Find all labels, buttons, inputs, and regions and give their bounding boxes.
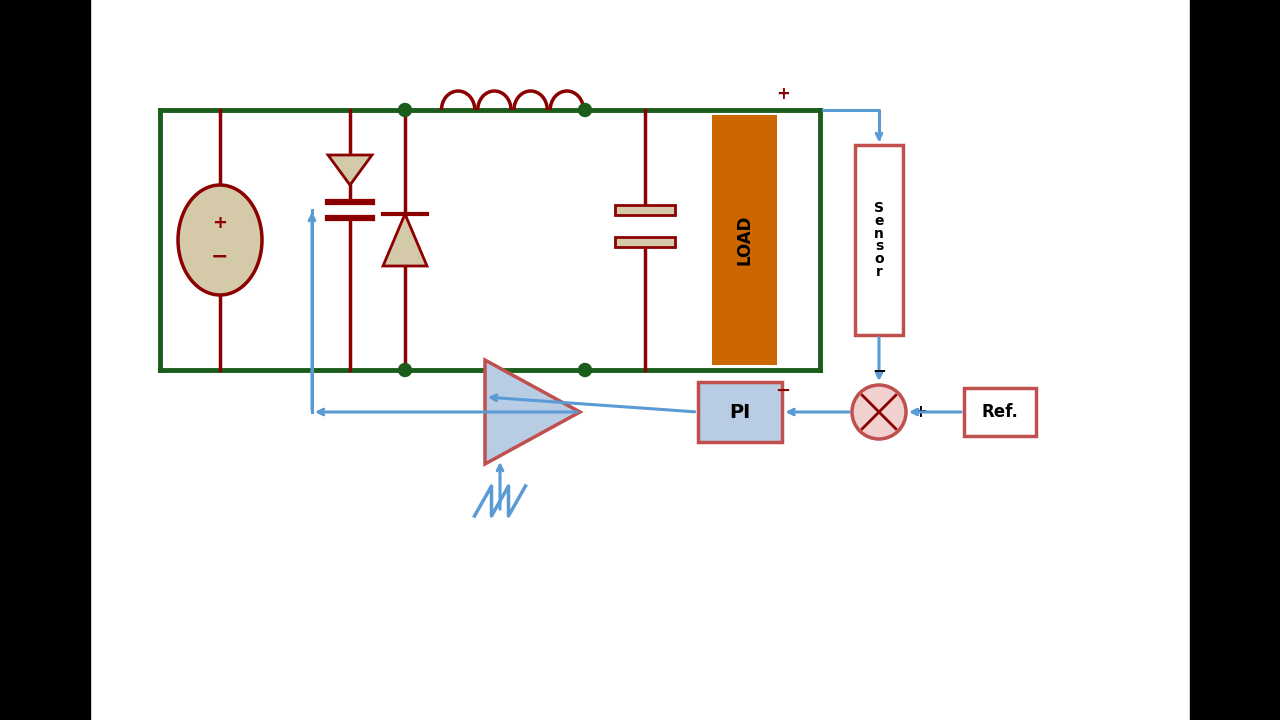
- Circle shape: [398, 364, 411, 377]
- Polygon shape: [383, 214, 428, 266]
- Text: +: +: [913, 403, 927, 421]
- Text: −: −: [776, 382, 791, 400]
- Text: +: +: [776, 85, 790, 103]
- Text: −: −: [211, 247, 229, 267]
- Bar: [614, 205, 675, 215]
- Bar: [713, 115, 777, 365]
- FancyBboxPatch shape: [964, 388, 1036, 436]
- FancyBboxPatch shape: [855, 145, 902, 335]
- Circle shape: [579, 104, 591, 117]
- Bar: [1190, 0, 1280, 720]
- Bar: [0, 0, 90, 720]
- Ellipse shape: [178, 185, 262, 295]
- Circle shape: [852, 385, 906, 439]
- Bar: [614, 237, 675, 247]
- Text: PI: PI: [730, 402, 750, 421]
- FancyBboxPatch shape: [698, 382, 782, 442]
- Text: Ref.: Ref.: [982, 403, 1019, 421]
- Text: +: +: [212, 214, 228, 232]
- Text: −: −: [872, 361, 886, 379]
- Circle shape: [398, 104, 411, 117]
- Circle shape: [579, 364, 591, 377]
- Polygon shape: [485, 360, 580, 464]
- Text: LOAD: LOAD: [736, 215, 754, 265]
- Text: S
e
n
s
o
r: S e n s o r: [874, 201, 884, 279]
- Polygon shape: [328, 155, 372, 185]
